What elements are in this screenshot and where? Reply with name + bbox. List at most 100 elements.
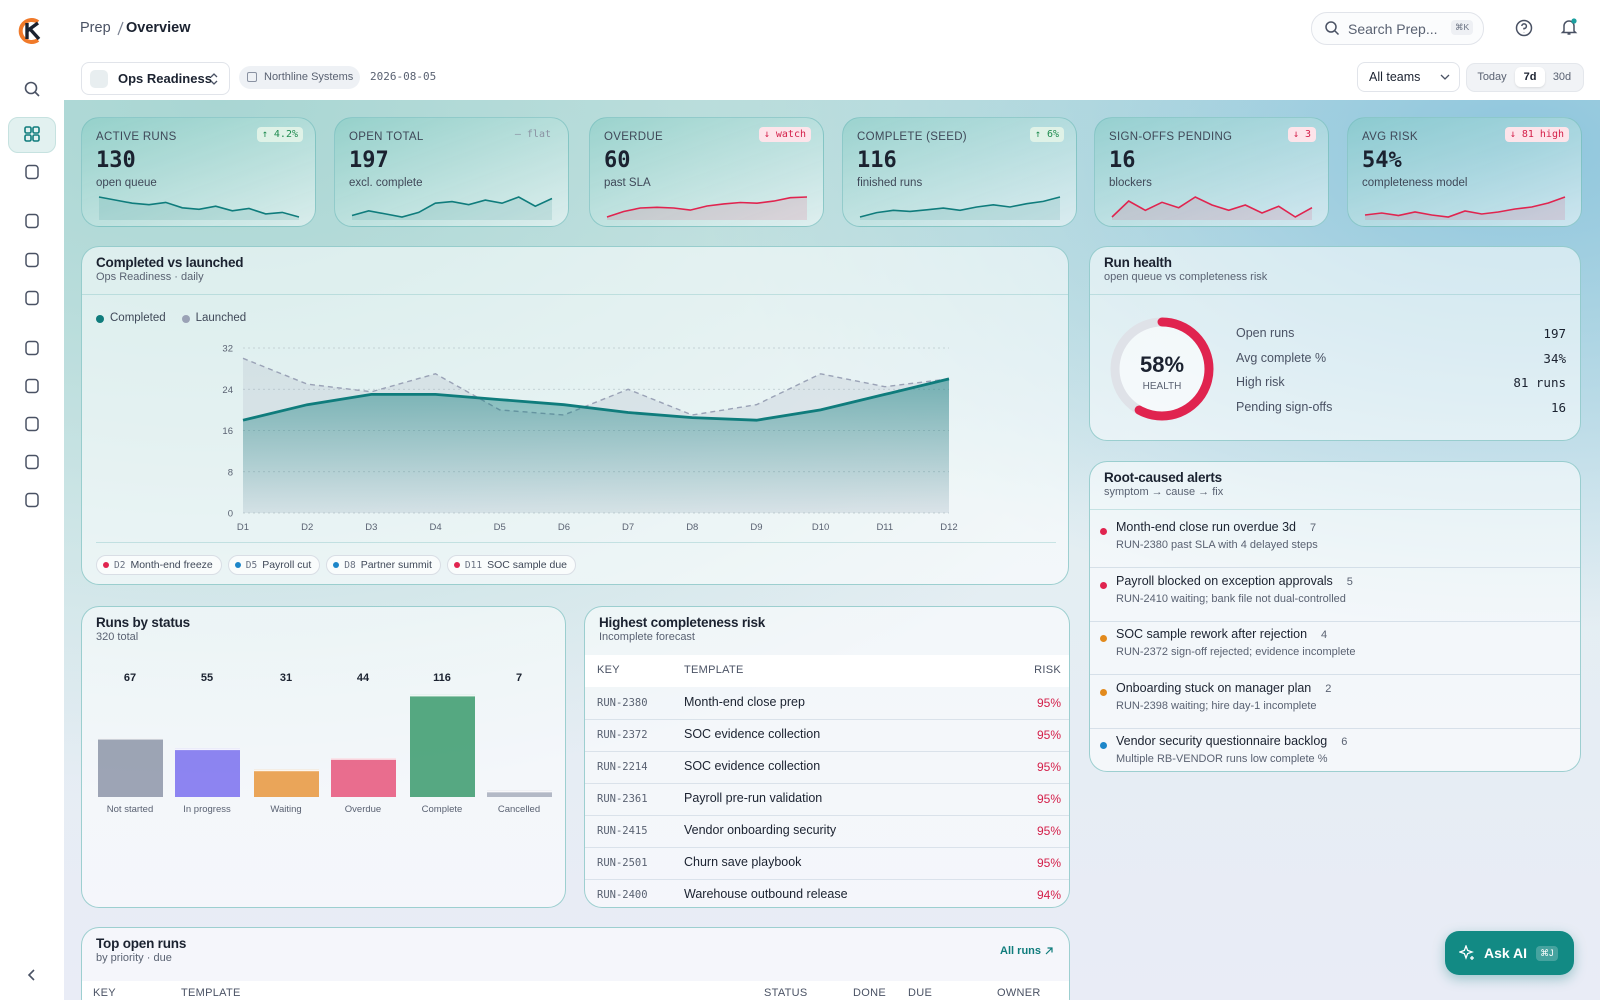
- ask-ai-button[interactable]: Ask AI ⌘J: [1445, 931, 1574, 975]
- table-row[interactable]: RUN-2415 Vendor onboarding security 95%: [585, 815, 1069, 848]
- sparkline: [606, 196, 808, 218]
- icon-shape: [25, 416, 39, 432]
- template-name: Payroll pre-run validation: [684, 791, 823, 805]
- stat-value: 197: [1543, 326, 1566, 341]
- nav-icon[interactable]: [24, 81, 40, 97]
- stat-label: Open runs: [1236, 326, 1295, 340]
- icon-shape: [1515, 19, 1533, 37]
- icon-shape: [24, 126, 32, 134]
- table-row[interactable]: RUN-2400 Warehouse outbound release 94%: [585, 879, 1069, 907]
- gauge: 58% HEALTH: [1110, 317, 1214, 421]
- health-card: Run health open queue vs completeness ris…: [1089, 246, 1581, 441]
- kpi-label: AVG RISK: [1362, 131, 1418, 143]
- breadcrumb-current: Overview: [126, 20, 191, 36]
- column-header: TEMPLATE: [684, 664, 744, 676]
- report-date: 2026-08-05: [370, 70, 437, 83]
- table-header: KEY TEMPLATE RISK: [585, 655, 1069, 687]
- icon-shape: [27, 969, 35, 981]
- y-tick-label: 8: [228, 467, 233, 478]
- risk-value: 95%: [1036, 760, 1061, 774]
- range-label: 30d: [1552, 71, 1572, 83]
- nav-icon[interactable]: [24, 290, 40, 306]
- alert-item[interactable]: Payroll blocked on exception approvals 5 R…: [1090, 568, 1580, 622]
- annotation-day: D2: [114, 559, 126, 571]
- breadcrumb-separator: [117, 21, 124, 36]
- nav-icon[interactable]: [24, 213, 40, 229]
- annotation-label: SOC sample due: [487, 559, 568, 571]
- table-row[interactable]: RUN-2372 SOC evidence collection 95%: [585, 719, 1069, 752]
- alert-item[interactable]: Month-end close run overdue 3d 7 RUN-2380 …: [1090, 514, 1580, 568]
- sparkline: [351, 196, 553, 220]
- icon-shape: [1440, 74, 1450, 80]
- sparkline: [1364, 196, 1566, 220]
- annotation-chip: D5 Payroll cut: [227, 555, 321, 575]
- search-shortcut: ⌘K: [1451, 20, 1474, 35]
- x-tick-label: D6: [558, 522, 570, 533]
- nav-icon[interactable]: [24, 340, 40, 356]
- table-row[interactable]: RUN-2214 SOC evidence collection 95%: [585, 751, 1069, 784]
- x-tick-label: D3: [365, 522, 377, 533]
- kpi-note: completeness model: [1362, 177, 1468, 189]
- annotation-chip: D11 SOC sample due: [446, 555, 577, 575]
- annotation-dot: [103, 562, 109, 568]
- divider: [1090, 294, 1580, 295]
- alert-item[interactable]: SOC sample rework after rejection 4 RUN-23…: [1090, 621, 1580, 675]
- kpi-label: ACTIVE RUNS: [96, 131, 177, 143]
- risk-value: 95%: [1036, 728, 1061, 742]
- kpi-note: excl. complete: [349, 177, 423, 189]
- nav-icon[interactable]: [24, 126, 40, 142]
- category-label: Cancelled: [498, 804, 540, 815]
- risk-value: 95%: [1036, 824, 1061, 838]
- value-label: 55: [201, 672, 213, 684]
- chart-subtitle: Ops Readiness · daily: [96, 271, 204, 283]
- search-box[interactable]: Search Prep... ⌘K: [1311, 12, 1484, 45]
- annotation-chip: D2 Month-end freeze: [96, 555, 222, 575]
- alert-title: Payroll blocked on exception approvals: [1116, 573, 1333, 588]
- chevron: [210, 73, 218, 85]
- bar-cap: [331, 758, 396, 760]
- nav-icon[interactable]: [24, 164, 40, 180]
- range-label: 7d: [1523, 71, 1537, 83]
- annotation-chip: D8 Partner summit: [326, 555, 441, 575]
- team-select[interactable]: All teams: [1357, 62, 1460, 92]
- range-option[interactable]: 7d: [1515, 67, 1545, 87]
- alert-item[interactable]: Onboarding stuck on manager plan 2 RUN-239…: [1090, 675, 1580, 729]
- icon-shape: [24, 81, 38, 95]
- card-title: Run health: [1104, 255, 1172, 270]
- run-key: RUN-2361: [597, 793, 648, 805]
- all-runs-link[interactable]: All runs: [1000, 943, 1053, 959]
- workspace-select[interactable]: Ops Readiness: [81, 62, 230, 95]
- x-tick-label: D1: [237, 522, 249, 533]
- alert-detail: RUN-2372 sign-off rejected; evidence inc…: [1116, 646, 1356, 658]
- alert-title: Month-end close run overdue 3d: [1116, 520, 1296, 534]
- table-row[interactable]: RUN-2380 Month-end close prep 95%: [585, 687, 1069, 720]
- table-row[interactable]: RUN-2501 Churn save playbook 95%: [585, 847, 1069, 880]
- line-chart: 0 8 16 24 32 D1 D2 D3 D4 D5 D6 D7 D8 D9 D10 D11 D12: [222, 344, 957, 534]
- nav-icon[interactable]: [24, 378, 40, 394]
- kpi-card: ACTIVE RUNS ↑ 4.2% 130 open queue: [81, 117, 316, 227]
- help-icon[interactable]: [1515, 19, 1533, 37]
- sparkline-area: [860, 197, 1060, 220]
- notifications-icon[interactable]: [1560, 18, 1578, 36]
- nav-icon[interactable]: [24, 416, 40, 432]
- risk-value: 95%: [1036, 696, 1061, 710]
- nav-active[interactable]: [8, 117, 56, 153]
- kpi-note: blockers: [1109, 177, 1152, 189]
- icon-shape: [210, 73, 218, 85]
- nav-icon[interactable]: [24, 252, 40, 268]
- annotation-dot: [453, 562, 460, 568]
- card-title: Root-caused alerts: [1104, 470, 1222, 485]
- divider: [82, 294, 1068, 295]
- alert-item[interactable]: Vendor security questionnaire backlog 6 Mu…: [1090, 728, 1580, 771]
- sparkline-area: [99, 197, 299, 220]
- alert-title: SOC sample rework after rejection: [1116, 627, 1308, 641]
- table-row[interactable]: RUN-2361 Payroll pre-run validation 95%: [585, 783, 1069, 816]
- run-key: RUN-2372: [597, 729, 648, 741]
- range-option[interactable]: Today: [1471, 67, 1513, 87]
- nav-icon[interactable]: [24, 454, 40, 470]
- bar-cap: [487, 790, 552, 793]
- nav-icon[interactable]: [24, 492, 40, 508]
- workspace-name: Ops Readiness: [118, 71, 212, 86]
- range-option[interactable]: 30d: [1547, 67, 1577, 87]
- x-tick-label: D12: [940, 522, 957, 533]
